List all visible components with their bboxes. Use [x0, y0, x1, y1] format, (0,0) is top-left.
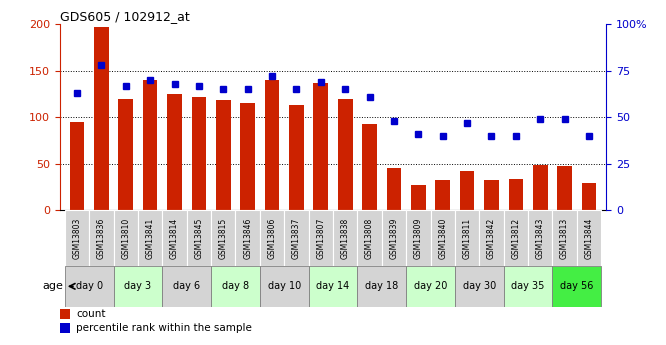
Bar — [308, 266, 358, 307]
Bar — [411, 185, 426, 210]
Text: day 0: day 0 — [76, 281, 103, 291]
Text: GSM13814: GSM13814 — [170, 217, 179, 259]
Bar — [503, 210, 528, 266]
Bar — [460, 171, 474, 210]
Text: GSM13845: GSM13845 — [194, 217, 203, 259]
Bar — [138, 210, 163, 266]
Bar — [114, 266, 163, 307]
Bar — [358, 266, 406, 307]
Text: GSM13837: GSM13837 — [292, 217, 301, 259]
Bar — [480, 210, 503, 266]
Text: day 18: day 18 — [365, 281, 398, 291]
Bar — [65, 210, 89, 266]
Bar — [119, 99, 133, 210]
Text: day 30: day 30 — [463, 281, 496, 291]
Bar — [406, 210, 430, 266]
Bar — [362, 124, 377, 210]
Text: day 56: day 56 — [560, 281, 593, 291]
Text: GSM13811: GSM13811 — [463, 217, 472, 258]
Text: GSM13803: GSM13803 — [73, 217, 81, 259]
Bar — [358, 210, 382, 266]
Bar — [308, 210, 333, 266]
Bar — [382, 210, 406, 266]
Bar — [436, 180, 450, 210]
Text: GDS605 / 102912_at: GDS605 / 102912_at — [60, 10, 190, 23]
Bar — [240, 103, 255, 210]
Bar — [60, 323, 70, 333]
Text: GSM13839: GSM13839 — [390, 217, 398, 259]
Text: GSM13809: GSM13809 — [414, 217, 423, 259]
Text: day 3: day 3 — [125, 281, 152, 291]
Bar — [211, 210, 236, 266]
Text: GSM13812: GSM13812 — [511, 217, 520, 258]
Text: GSM13838: GSM13838 — [341, 217, 350, 259]
Text: age: age — [43, 281, 63, 291]
Text: percentile rank within the sample: percentile rank within the sample — [77, 323, 252, 333]
Text: day 20: day 20 — [414, 281, 447, 291]
Bar — [163, 266, 211, 307]
Text: count: count — [77, 309, 106, 319]
Text: GSM13843: GSM13843 — [535, 217, 545, 259]
Bar — [236, 210, 260, 266]
Bar — [192, 97, 206, 210]
Bar — [387, 168, 402, 210]
Bar — [186, 210, 211, 266]
Bar — [289, 105, 304, 210]
Text: GSM13806: GSM13806 — [268, 217, 276, 259]
Bar — [211, 266, 260, 307]
Bar — [260, 210, 284, 266]
Bar — [333, 210, 358, 266]
Text: GSM13840: GSM13840 — [438, 217, 447, 259]
Bar — [114, 210, 138, 266]
Bar — [338, 99, 352, 210]
Bar — [70, 122, 85, 210]
Text: day 8: day 8 — [222, 281, 249, 291]
Bar — [314, 83, 328, 210]
Bar — [65, 266, 114, 307]
Bar — [89, 210, 114, 266]
Bar — [260, 266, 308, 307]
Text: day 6: day 6 — [173, 281, 200, 291]
Bar — [484, 180, 499, 210]
Text: day 14: day 14 — [316, 281, 350, 291]
Text: day 10: day 10 — [268, 281, 301, 291]
Bar — [284, 210, 308, 266]
Bar — [143, 80, 157, 210]
Text: day 35: day 35 — [511, 281, 545, 291]
Bar — [94, 27, 109, 210]
Bar — [265, 80, 279, 210]
Text: GSM13842: GSM13842 — [487, 217, 496, 259]
Bar — [406, 266, 455, 307]
Bar — [216, 100, 230, 210]
Bar — [167, 94, 182, 210]
Bar — [430, 210, 455, 266]
Text: GSM13810: GSM13810 — [121, 217, 131, 259]
Text: GSM13836: GSM13836 — [97, 217, 106, 259]
Bar — [552, 210, 577, 266]
Bar — [163, 210, 186, 266]
Text: GSM13815: GSM13815 — [219, 217, 228, 259]
Bar — [528, 210, 552, 266]
Bar — [455, 210, 480, 266]
Text: GSM13807: GSM13807 — [316, 217, 325, 259]
Text: GSM13846: GSM13846 — [243, 217, 252, 259]
Bar — [60, 309, 70, 319]
Bar — [455, 266, 503, 307]
Text: GSM13808: GSM13808 — [365, 217, 374, 259]
Bar — [577, 210, 601, 266]
Bar — [503, 266, 552, 307]
Text: GSM13813: GSM13813 — [560, 217, 569, 259]
Bar — [557, 166, 572, 210]
Text: GSM13841: GSM13841 — [146, 217, 155, 259]
Bar — [509, 179, 523, 210]
Bar — [581, 183, 596, 210]
Text: GSM13844: GSM13844 — [585, 217, 593, 259]
Bar — [552, 266, 601, 307]
Bar — [533, 166, 547, 210]
